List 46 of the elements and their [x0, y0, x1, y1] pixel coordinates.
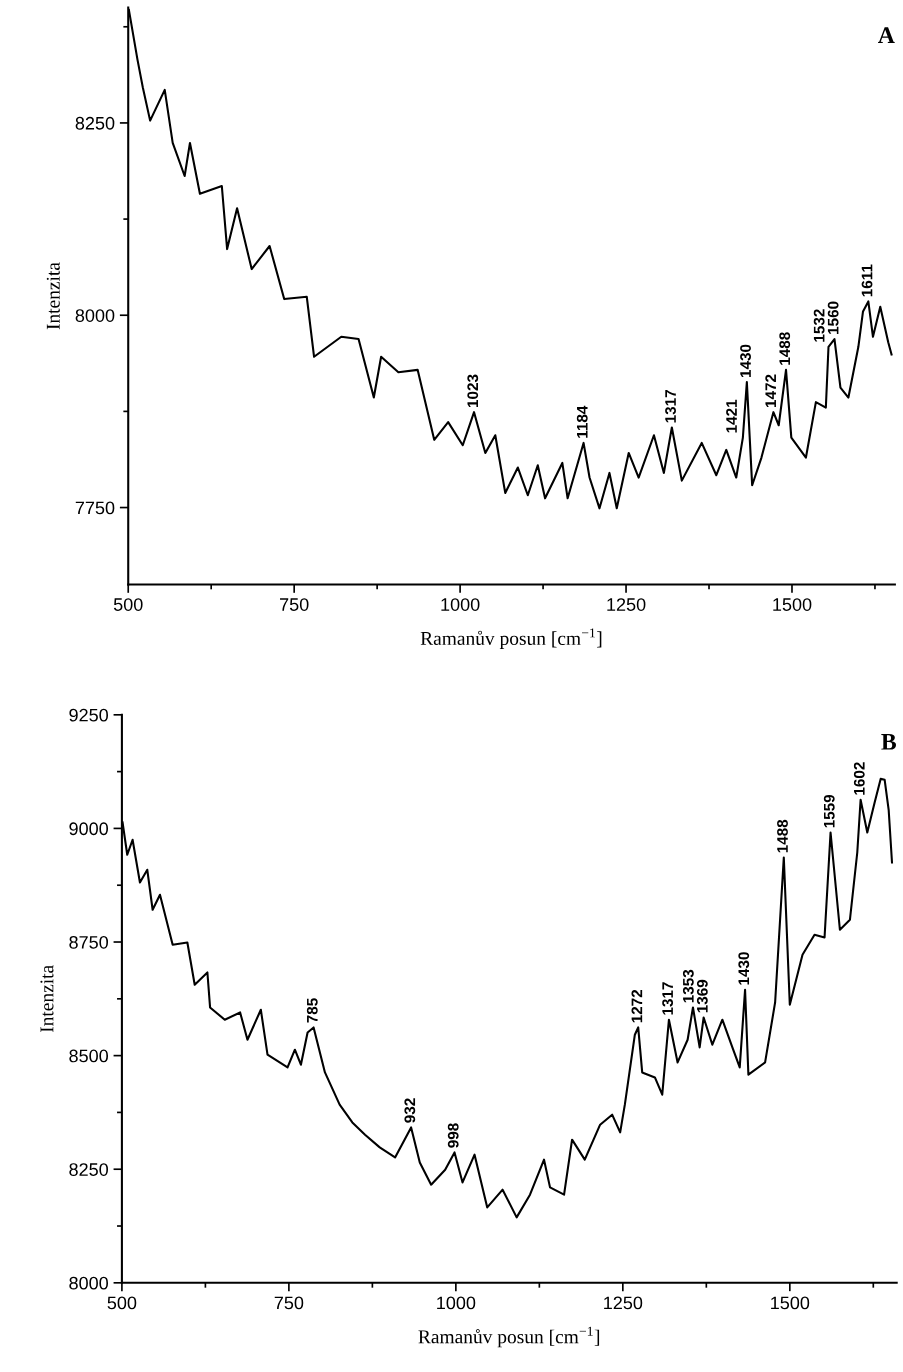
annotation: 932 [404, 1098, 416, 1123]
annotation: 1472 [765, 374, 776, 408]
annotation: 1488 [777, 819, 788, 853]
annotation: 785 [306, 998, 318, 1023]
annotation: 1602 [853, 762, 865, 795]
x-axis-title: Ramanův posun [cm$^{−1}$] [418, 1326, 600, 1348]
annotation: 1184 [576, 405, 588, 438]
x-tick-label: 1250 [607, 598, 646, 611]
y-tick-label: 8000 [75, 309, 115, 322]
x-tick-label: 500 [113, 598, 143, 611]
y-tick-label: 7750 [75, 501, 115, 515]
x-tick-label: 1000 [441, 598, 480, 611]
annotation: 1369 [696, 979, 708, 1013]
annotation: 1559 [823, 794, 835, 828]
y-tick-label: 9250 [69, 708, 109, 722]
annotation: 1560 [827, 301, 839, 334]
annotation: 1611 [861, 264, 873, 297]
annotation: 1317 [662, 982, 674, 1015]
annotation: 1317 [665, 390, 676, 423]
x-tick-label: 1000 [437, 1296, 476, 1310]
y-tick-label: 9000 [69, 822, 109, 836]
annotation: 1488 [779, 332, 791, 365]
x-tick-label: 750 [274, 1296, 304, 1310]
text: B [881, 734, 897, 750]
x-tick-label: 1500 [773, 598, 812, 611]
x-axis-title: Ramanův posun [cm$^{−1}$] [420, 628, 602, 649]
y-axis-title: Intenzita [46, 262, 60, 330]
y-tick-label: 8750 [69, 935, 109, 949]
annotation: 1023 [467, 374, 479, 408]
annotation: 998 [447, 1123, 459, 1148]
y-tick-label: 8500 [69, 1049, 109, 1063]
annotation: 1532 [813, 309, 825, 342]
text: A [878, 27, 895, 43]
annotation: 1353 [682, 969, 694, 1003]
annotation: 1272 [631, 989, 643, 1023]
x-tick-label: 1250 [604, 1296, 643, 1310]
annotation: 1430 [740, 344, 751, 378]
y-tick-label: 8000 [69, 1276, 109, 1290]
y-tick-label: 8250 [69, 1163, 109, 1176]
y-tick-label: 8250 [75, 116, 115, 130]
annotation: 1421 [726, 399, 737, 433]
x-tick-label: 1500 [771, 1296, 810, 1310]
x-tick-label: 750 [280, 598, 309, 611]
y-axis-title: Intenzita [40, 965, 54, 1033]
annotation: 1430 [738, 952, 750, 985]
x-tick-label: 500 [107, 1296, 137, 1310]
